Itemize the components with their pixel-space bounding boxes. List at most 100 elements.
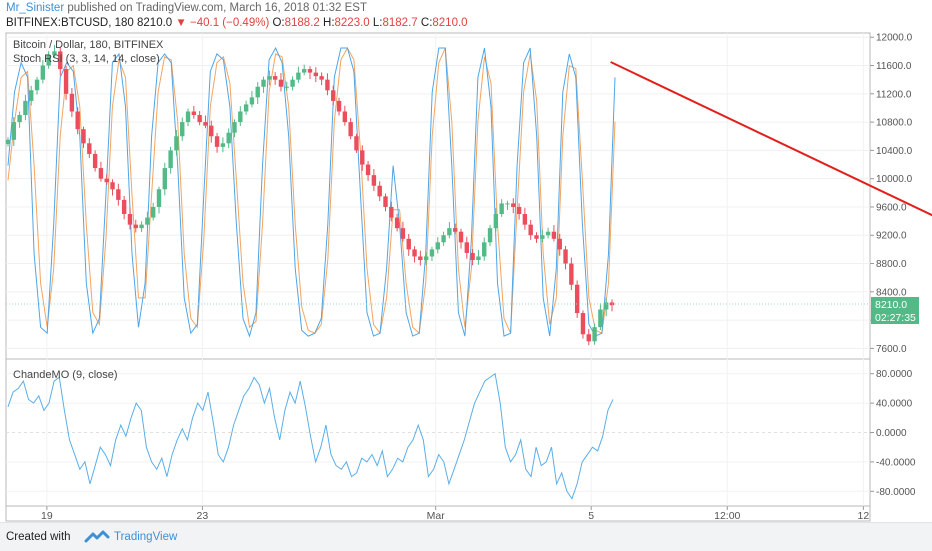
- candle: [150, 202, 156, 221]
- candle-body: [40, 65, 46, 80]
- candle: [423, 252, 429, 266]
- cmo-tick-label: 80.0000: [876, 369, 913, 380]
- candle-body: [214, 136, 220, 147]
- tradingview-brand[interactable]: TradingView: [114, 531, 178, 543]
- candle: [249, 91, 255, 108]
- candle: [342, 105, 348, 126]
- candle-body: [301, 69, 307, 73]
- time-tick-label: 5: [588, 510, 594, 522]
- price-tick-label: 8400.0: [876, 287, 907, 298]
- candle: [174, 130, 179, 156]
- high-value: 8223.0: [334, 17, 370, 29]
- candle-body: [307, 69, 313, 73]
- candle-body: [133, 224, 138, 229]
- candle-body: [499, 203, 504, 215]
- symbol-label: BITFINEX:BTCUSD, 180: [6, 17, 134, 29]
- candle: [499, 199, 504, 217]
- author-link[interactable]: Mr_Sinister: [6, 2, 65, 14]
- stoch-k-line: [7, 46, 616, 338]
- candle: [609, 299, 615, 312]
- candle: [116, 183, 121, 206]
- candle: [493, 208, 499, 232]
- candle: [452, 223, 458, 235]
- candle: [191, 105, 197, 119]
- price-axis[interactable]: 12000.0 11600.0 11200.0 10800.0 10400.0 10000…: [870, 33, 916, 498]
- ohlc-line: BITFINEX:BTCUSD, 180 8210.0 ▼ −40.1 (−0.…: [6, 17, 468, 29]
- open-value: 8188.2: [284, 17, 320, 29]
- candle-body: [145, 217, 150, 225]
- candle: [232, 119, 237, 138]
- candle-body: [534, 235, 539, 239]
- candle: [63, 65, 69, 100]
- candle: [336, 97, 342, 116]
- candle-body: [342, 111, 348, 123]
- price-tick-label: 10800.0: [876, 118, 913, 129]
- candle-body: [563, 249, 568, 264]
- published-text: published on TradingView.com, March 16, …: [67, 2, 367, 14]
- footer: Created with TradingView: [0, 522, 932, 551]
- candle: [325, 73, 330, 96]
- candle-body: [296, 72, 301, 80]
- candle-body: [98, 168, 104, 179]
- low-label: L:: [372, 17, 383, 29]
- candle-body: [592, 327, 597, 342]
- candle: [301, 64, 307, 76]
- candle-body: [371, 175, 377, 186]
- candle-body: [522, 214, 528, 225]
- candle-body: [441, 235, 446, 243]
- candle-body: [203, 122, 208, 126]
- candle-body: [92, 153, 98, 169]
- candle: [98, 161, 104, 182]
- candle-body: [110, 182, 115, 190]
- candle: [470, 249, 475, 266]
- candle: [209, 120, 214, 143]
- candle: [487, 224, 493, 247]
- last-price: 8210.0: [137, 17, 173, 29]
- candle: [540, 229, 545, 243]
- cmo-tick-label: -80.0000: [876, 487, 916, 498]
- candle-body: [58, 51, 63, 70]
- candle-body: [226, 132, 231, 144]
- candle: [238, 106, 243, 126]
- candle: [139, 221, 144, 232]
- candle: [534, 232, 539, 243]
- candle: [23, 94, 28, 121]
- trendline[interactable]: [610, 61, 932, 340]
- candle-body: [23, 100, 28, 116]
- candle: [220, 137, 226, 153]
- candle-body: [580, 313, 586, 335]
- high-label: H:: [323, 17, 335, 29]
- candle-body: [383, 196, 388, 207]
- candle: [319, 72, 324, 86]
- candle-body: [220, 143, 226, 147]
- candle: [261, 76, 266, 93]
- candle: [307, 66, 313, 80]
- candle: [145, 211, 150, 228]
- candle-body: [360, 150, 365, 165]
- time-badge-bg: [871, 311, 919, 324]
- candle-body: [394, 217, 400, 229]
- candle-body: [34, 79, 40, 91]
- candle: [563, 246, 568, 270]
- candle-body: [458, 231, 464, 243]
- time-badge-text: 02:27:35: [875, 312, 916, 324]
- candle-body: [197, 115, 202, 123]
- candle: [197, 111, 202, 126]
- candle-body: [284, 86, 289, 88]
- candle: [203, 115, 208, 129]
- candle-body: [168, 150, 173, 169]
- price-tick-label: 10000.0: [876, 174, 913, 185]
- publish-line: Mr_Sinister published on TradingView.com…: [6, 2, 367, 14]
- candle-body: [191, 111, 197, 116]
- price-change: −40.1 (−0.49%): [190, 17, 270, 29]
- candle-body: [261, 79, 266, 87]
- cmo-tick-label: 0.0000: [876, 428, 907, 439]
- candle: [394, 213, 400, 232]
- candle-body: [400, 228, 406, 239]
- candle-body: [139, 224, 144, 229]
- candle-body: [447, 228, 452, 236]
- candles-layer: [5, 44, 615, 346]
- candle: [574, 280, 580, 318]
